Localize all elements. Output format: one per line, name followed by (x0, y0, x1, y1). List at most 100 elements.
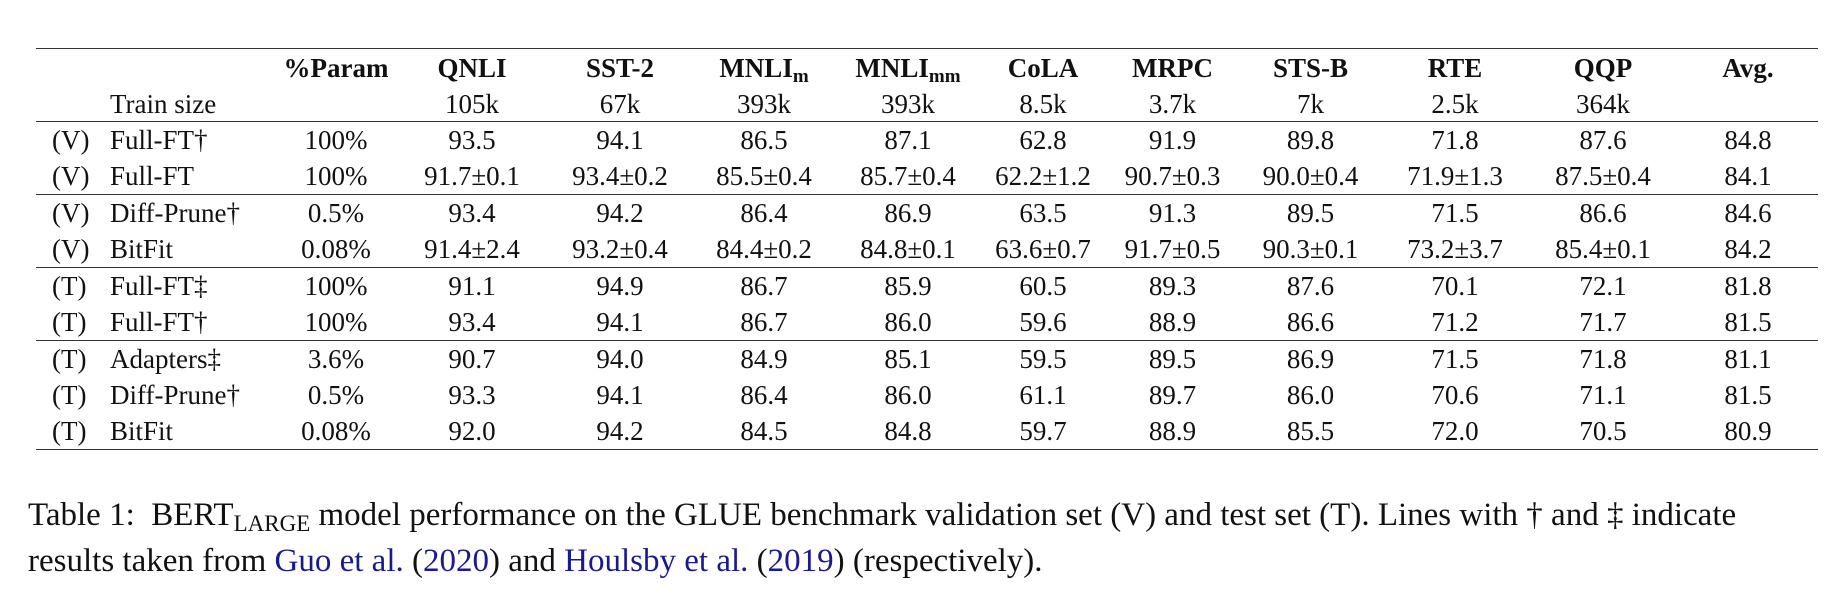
score-cell: 86.6 (1528, 194, 1678, 231)
score-cell: 93.2±0.4 (572, 234, 668, 264)
score-cell: 84.9 (692, 340, 836, 377)
train-size-cell: 7k (1297, 89, 1324, 119)
score-cell: 89.3 (1106, 267, 1239, 304)
score-cell: 70.1 (1382, 267, 1528, 304)
score-cell: 86.4 (740, 380, 788, 410)
score-cell: 71.7 (1579, 307, 1627, 337)
score-cell: 84.4±0.2 (716, 234, 812, 264)
column-header: CoLA (980, 48, 1106, 87)
score-cell: 72.1 (1528, 267, 1678, 304)
score-cell: 60.5 (980, 267, 1106, 304)
split-tag: (T) (36, 340, 106, 377)
results-table: %Param QNLI SST-2 MNLIm MNLImm CoLA MRPC… (36, 48, 1818, 450)
score-cell: 100% (304, 161, 368, 191)
column-header: QQP (1528, 48, 1678, 87)
score-cell: 89.8 (1239, 121, 1382, 158)
score-cell: 85.9 (836, 267, 980, 304)
column-header: MNLImm (836, 48, 980, 87)
table-row: (T) BitFit 0.08% 92.0 94.2 84.5 84.8 59.7 88.9 85… (36, 413, 1818, 450)
score-cell: 88.9 (1148, 307, 1197, 337)
score-cell: 84.1 (1724, 161, 1772, 191)
table-row: (T) Adapters‡ 3.6% 90.7 94.0 84.9 85.1 59.5 89.5… (36, 340, 1818, 377)
train-size-cell: 393k (881, 89, 935, 119)
score-cell: 93.3 (448, 380, 496, 410)
caption-label: Table 1: (28, 497, 135, 533)
score-cell: 85.7±0.4 (860, 161, 956, 191)
table-row: (T) Diff-Prune† 0.5% 93.3 94.1 86.4 86.0 61.1 89… (36, 377, 1818, 413)
score-cell: 62.2±1.2 (995, 161, 1091, 191)
score-cell: 85.1 (836, 340, 980, 377)
score-cell: 90.7 (396, 340, 548, 377)
score-cell: 86.0 (884, 380, 932, 410)
method-name: Full-FT† (106, 121, 276, 158)
score-cell: 81.8 (1678, 267, 1818, 304)
train-size-cell: 67k (599, 89, 641, 119)
split-tag: (T) (52, 307, 87, 337)
score-cell: 87.1 (836, 121, 980, 158)
split-tag: (T) (36, 267, 106, 304)
score-cell: 86.7 (692, 267, 836, 304)
score-cell: 80.9 (1678, 413, 1818, 450)
score-cell: 94.1 (596, 307, 644, 337)
score-cell: 63.5 (980, 194, 1106, 231)
method-name: Full-FT‡ (106, 267, 276, 304)
score-cell: 93.4 (396, 194, 548, 231)
score-cell: 84.2 (1724, 234, 1772, 264)
score-cell: 73.2±3.7 (1407, 234, 1503, 264)
score-cell: 81.1 (1678, 340, 1818, 377)
score-cell: 84.8±0.1 (860, 234, 956, 264)
score-cell: 71.8 (1528, 340, 1678, 377)
citation-link-houlsby[interactable]: Houlsby et al. (564, 543, 749, 579)
score-cell: 0.5% (276, 194, 396, 231)
column-header: QNLI (396, 48, 548, 87)
citation-year-link-guo[interactable]: 2020 (423, 543, 489, 579)
score-cell: 94.9 (548, 267, 692, 304)
score-cell: 91.7±0.1 (424, 161, 520, 191)
score-cell: 91.3 (1106, 194, 1239, 231)
train-size-label: Train size (110, 89, 217, 119)
score-cell: 85.4±0.1 (1555, 234, 1651, 264)
score-cell: 81.5 (1724, 380, 1772, 410)
score-cell: 94.0 (548, 340, 692, 377)
score-cell: 84.8 (1678, 121, 1818, 158)
results-table-container: %Param QNLI SST-2 MNLIm MNLImm CoLA MRPC… (36, 48, 1818, 450)
score-cell: 62.8 (980, 121, 1106, 158)
column-header: %Param (276, 48, 396, 87)
train-size-spacer (36, 87, 106, 122)
score-cell: 89.5 (1239, 194, 1382, 231)
table-row: (V) Full-FT 100% 91.7±0.1 93.4±0.2 85.5±0.4 85… (36, 158, 1818, 195)
score-cell: 71.1 (1579, 380, 1627, 410)
score-cell: 71.2 (1431, 307, 1479, 337)
train-size-cell: 364k (1576, 89, 1630, 119)
score-cell: 86.0 (1286, 380, 1335, 410)
method-name: Diff-Prune† (110, 380, 240, 410)
table-row: (T) Full-FT‡ 100% 91.1 94.9 86.7 85.9 60.5 89.3 8… (36, 267, 1818, 304)
split-tag: (V) (52, 161, 90, 191)
column-header: RTE (1382, 48, 1528, 87)
train-size-cell: 2.5k (1431, 89, 1479, 119)
score-cell: 94.2 (548, 194, 692, 231)
table-row: (V) Full-FT† 100% 93.5 94.1 86.5 87.1 62.8 91.9 8… (36, 121, 1818, 158)
score-cell: 85.5±0.4 (716, 161, 812, 191)
score-cell: 94.2 (548, 413, 692, 450)
split-tag: (V) (36, 121, 106, 158)
train-size-cell: 105k (445, 89, 499, 119)
score-cell: 71.5 (1382, 340, 1528, 377)
score-cell: 59.5 (980, 340, 1106, 377)
method-name: BitFit (110, 234, 174, 264)
train-size-row: Train size 105k 67k 393k 393k 8.5k 3.7k … (36, 87, 1818, 122)
split-tag: (T) (36, 413, 106, 450)
citation-link-guo[interactable]: Guo et al. (274, 543, 404, 579)
column-header: MNLIm (692, 48, 836, 87)
score-cell: 91.4±2.4 (424, 234, 520, 264)
score-cell: 92.0 (396, 413, 548, 450)
score-cell: 91.9 (1106, 121, 1239, 158)
score-cell: 86.0 (884, 307, 932, 337)
score-cell: 89.5 (1106, 340, 1239, 377)
score-cell: 90.0±0.4 (1262, 161, 1359, 191)
method-name: Full-FT (110, 161, 195, 191)
train-size-cell: 8.5k (1019, 89, 1067, 119)
citation-year-link-houlsby[interactable]: 2019 (767, 543, 834, 579)
score-cell: 86.9 (836, 194, 980, 231)
score-cell: 91.7±0.5 (1124, 234, 1221, 264)
